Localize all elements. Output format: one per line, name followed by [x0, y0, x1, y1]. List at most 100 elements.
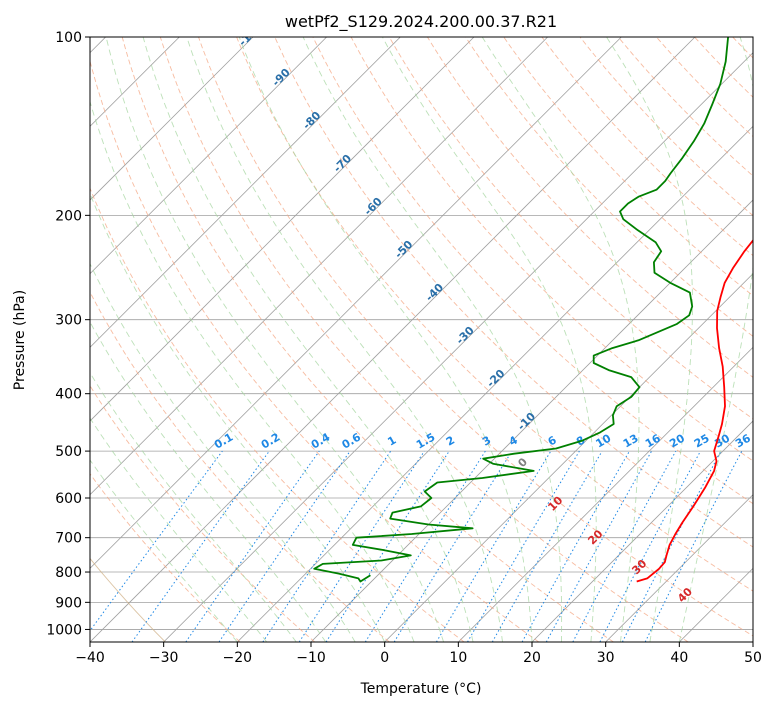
dry-adiabat-label: -100: [236, 20, 265, 49]
plot-area: 0.1 0.2 0.4 0.6 1 1.5 2 3 4 6 8 10 13 16 20 25 30 36-100-…: [90, 20, 775, 642]
moist-adiabat-line: [481, 37, 640, 642]
isotherm-line: [752, 641, 753, 642]
dry-adiabat-label: -10: [515, 410, 538, 433]
mixing-ratio-label: 6: [546, 433, 559, 448]
dry-adiabat-line: [159, 37, 689, 642]
y-tick-label: 500: [55, 444, 82, 460]
mixing-ratio-line: [90, 450, 223, 632]
dry-adiabat-label: -60: [362, 195, 385, 218]
mixing-ratio-label: 3: [480, 434, 493, 449]
dry-adiabat-line: [656, 37, 753, 138]
y-tick-label: 100: [55, 30, 82, 46]
y-tick-label: 800: [55, 565, 82, 581]
x-tick-label: 10: [449, 650, 467, 666]
x-tick-label: −10: [296, 650, 326, 666]
moist-adiabat-label: 20: [585, 527, 605, 547]
dry-adiabat-label: -30: [454, 324, 477, 347]
dry-adiabat-line: [90, 59, 540, 642]
isotherm-line: [531, 420, 753, 642]
mixing-ratio-line: [218, 450, 351, 642]
dry-adiabat-line: [274, 37, 753, 548]
moist-adiabat-line: [90, 100, 415, 642]
dry-adiabat-line: [90, 187, 465, 642]
mixing-ratio-label: 13: [621, 432, 641, 451]
moist-adiabat-line: [90, 417, 268, 642]
mixing-ratio-line: [393, 450, 513, 642]
moist-adiabat-line: [142, 37, 474, 642]
mixing-ratio-line: [435, 450, 552, 642]
dry-adiabat-line: [579, 37, 753, 217]
isotherm-line: [90, 37, 401, 348]
y-tick-label: 1000: [46, 622, 82, 638]
x-tick-label: 50: [744, 650, 762, 666]
isotherm-line: [90, 37, 696, 642]
dry-adiabat-line: [427, 37, 753, 378]
axis-ticks: −40 −30 −20 −10 0 10 20 30 40 5010020030040050060…: [46, 30, 762, 666]
moist-adiabat-line: [238, 37, 533, 642]
isotherm-line: [237, 125, 753, 642]
mixing-ratio-label: 20: [667, 431, 687, 450]
moist-adiabat-line: [186, 37, 503, 642]
isotherm-line: [90, 37, 327, 275]
mixing-ratio-line: [572, 450, 677, 642]
y-tick-label: 300: [55, 313, 82, 329]
chart-title: wetPf2_S129.2024.200.00.37.R21: [285, 12, 557, 32]
dry-adiabat-label: -40: [423, 281, 446, 304]
x-tick-label: 30: [597, 650, 615, 666]
mixing-ratio-label: 0.1: [212, 431, 235, 452]
isotherm-line: [90, 37, 622, 569]
mixing-ratio-label: 25: [692, 432, 712, 451]
moist-adiabat-line: [606, 37, 693, 642]
moist-adiabat-line: [90, 321, 327, 642]
dry-adiabat-line: [732, 37, 753, 59]
y-tick-label: 200: [55, 208, 82, 224]
dry-adiabat-label: -80: [300, 109, 323, 132]
mixing-ratio-label: 0.4: [309, 430, 333, 451]
moist-adiabat-label: 10: [545, 494, 565, 514]
isotherm-line: [90, 37, 254, 201]
mixing-ratio-label: 1: [385, 434, 398, 449]
isotherm-line: [310, 199, 753, 642]
mixing-ratio-label: 0.6: [340, 430, 364, 451]
dry-adiabat-line: [90, 291, 390, 642]
y-tick-label: 700: [55, 531, 82, 547]
mixing-ratio-line: [545, 450, 653, 642]
dry-adiabat-line: [388, 37, 753, 420]
mixing-ratio-line: [467, 450, 580, 642]
mixing-ratio-label: 4: [507, 433, 520, 448]
y-axis-label: Pressure (hPa): [12, 290, 28, 390]
y-tick-label: 900: [55, 595, 82, 611]
dry-adiabat-label: -50: [392, 238, 415, 261]
isotherm-line: [679, 567, 753, 642]
moist-adiabat-line: [382, 37, 597, 642]
isotherm-line: [605, 494, 753, 642]
moist-adiabat-line: [105, 37, 445, 642]
mixing-ratio-line: [131, 450, 270, 642]
x-axis-label: Temperature (°C): [360, 681, 482, 697]
moist-adiabat-line: [90, 459, 238, 642]
x-tick-label: 40: [670, 650, 688, 666]
dry-adiabat-line: [90, 473, 241, 642]
x-tick-label: −30: [149, 650, 179, 666]
mixing-ratio-label: 16: [643, 431, 663, 450]
moist-adiabat-line: [678, 37, 753, 642]
dry-adiabat-line: [121, 37, 614, 642]
isotherm-line: [90, 37, 475, 422]
dry-adiabat-line: [771, 37, 775, 642]
dry-adiabat-line: [350, 37, 753, 462]
moist-adiabat-label: 30: [629, 557, 649, 577]
moist-adiabat-line: [90, 371, 297, 642]
x-tick-label: 0: [380, 650, 389, 666]
dewpoint-line: [313, 37, 729, 583]
isotherm-line: [90, 37, 548, 496]
mixing-ratio-line: [491, 450, 603, 642]
isotherm-line: [163, 52, 753, 642]
dry-adiabat-label: -20: [484, 367, 507, 390]
dry-adiabat-line: [465, 37, 753, 337]
mixing-ratio-label: 36: [733, 431, 753, 450]
mixing-ratio-label: 2: [444, 434, 457, 449]
dry-adiabat-line: [541, 37, 753, 257]
dry-adiabat-line: [236, 37, 753, 592]
moist-adiabat-line: [90, 192, 386, 642]
